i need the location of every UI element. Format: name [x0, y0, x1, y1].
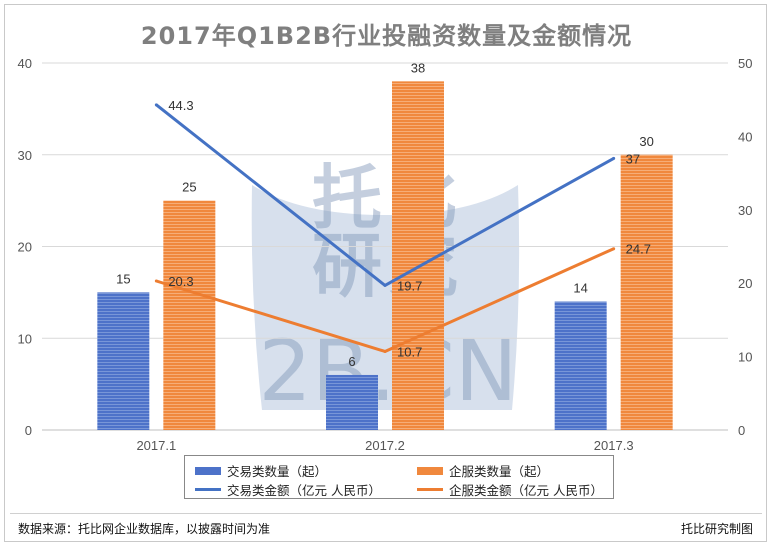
legend-label: 交易类金额（亿元 人民币） — [227, 483, 381, 498]
legend-item-service-amount: 企服类金额（亿元 人民币） — [417, 480, 603, 499]
y-left-tick-label: 30 — [18, 148, 32, 163]
legend-item-trade-count: 交易类数量（起） — [195, 461, 327, 480]
bar-data-label: 25 — [182, 180, 196, 195]
y-right-tick-label: 10 — [738, 350, 752, 365]
y-left-tick-label: 10 — [18, 331, 32, 346]
line-data-label: 20.3 — [168, 274, 193, 289]
line-data-label: 37 — [626, 151, 640, 166]
line-point — [612, 156, 616, 160]
footer-divider — [10, 513, 762, 514]
legend-item-service-count: 企服类数量（起） — [417, 461, 549, 480]
line-data-label: 19.7 — [397, 278, 422, 293]
y-right-tick-label: 0 — [738, 423, 745, 438]
bar-service-count — [620, 154, 673, 430]
chart-title: 2017年Q1B2B行业投融资数量及金额情况 — [140, 22, 633, 50]
y-left-tick-label: 20 — [18, 240, 32, 255]
chart-credit: 托比研究制图 — [680, 522, 753, 536]
line-point — [383, 283, 387, 287]
line-point — [154, 279, 158, 283]
y-right-tick-label: 50 — [738, 56, 752, 71]
y-left-tick-label: 0 — [25, 423, 32, 438]
legend-item-trade-amount: 交易类金额（亿元 人民币） — [195, 480, 381, 499]
x-tick-label: 2017.1 — [136, 438, 176, 453]
y-right-tick-label: 40 — [738, 129, 752, 144]
y-right-tick-label: 20 — [738, 276, 752, 291]
bar-data-label: 15 — [116, 271, 130, 286]
bar-data-label: 14 — [573, 281, 587, 296]
bar-data-label: 38 — [411, 60, 425, 75]
legend-swatch-orange-bar — [417, 466, 443, 475]
chart-legend: 交易类数量（起） 企服类数量（起） 交易类金额（亿元 人民币） 企服类金额（亿元… — [184, 455, 614, 499]
bar-service-count — [392, 81, 444, 430]
legend-swatch-blue-line — [195, 488, 221, 491]
bar-data-label: 6 — [348, 354, 355, 369]
legend-label: 企服类金额（亿元 人民币） — [449, 483, 603, 498]
line-data-label: 44.3 — [168, 98, 193, 113]
data-source-note: 数据来源：托比网企业数据库，以披露时间为准 — [18, 522, 271, 536]
legend-swatch-blue-bar — [195, 466, 221, 475]
bar-service-count — [163, 200, 216, 430]
line-data-label: 24.7 — [626, 242, 651, 257]
bar-trade-count — [97, 292, 150, 430]
y-right-tick-label: 30 — [738, 203, 752, 218]
bar-trade-count — [554, 301, 607, 430]
bar-data-label: 30 — [639, 134, 653, 149]
y-left-tick-label: 40 — [18, 56, 32, 71]
bar-trade-count — [326, 374, 378, 430]
line-point — [154, 103, 158, 107]
legend-label: 企服类数量（起） — [449, 464, 550, 479]
legend-label: 交易类数量（起） — [227, 464, 328, 479]
line-point — [612, 247, 616, 251]
watermark-text-bottom: 2B.CN — [258, 322, 517, 420]
x-tick-label: 2017.2 — [365, 438, 405, 453]
x-tick-label: 2017.3 — [594, 438, 634, 453]
line-data-label: 10.7 — [397, 344, 422, 359]
legend-swatch-orange-line — [417, 488, 443, 491]
watermark-emblem — [251, 185, 520, 410]
line-point — [383, 349, 387, 353]
